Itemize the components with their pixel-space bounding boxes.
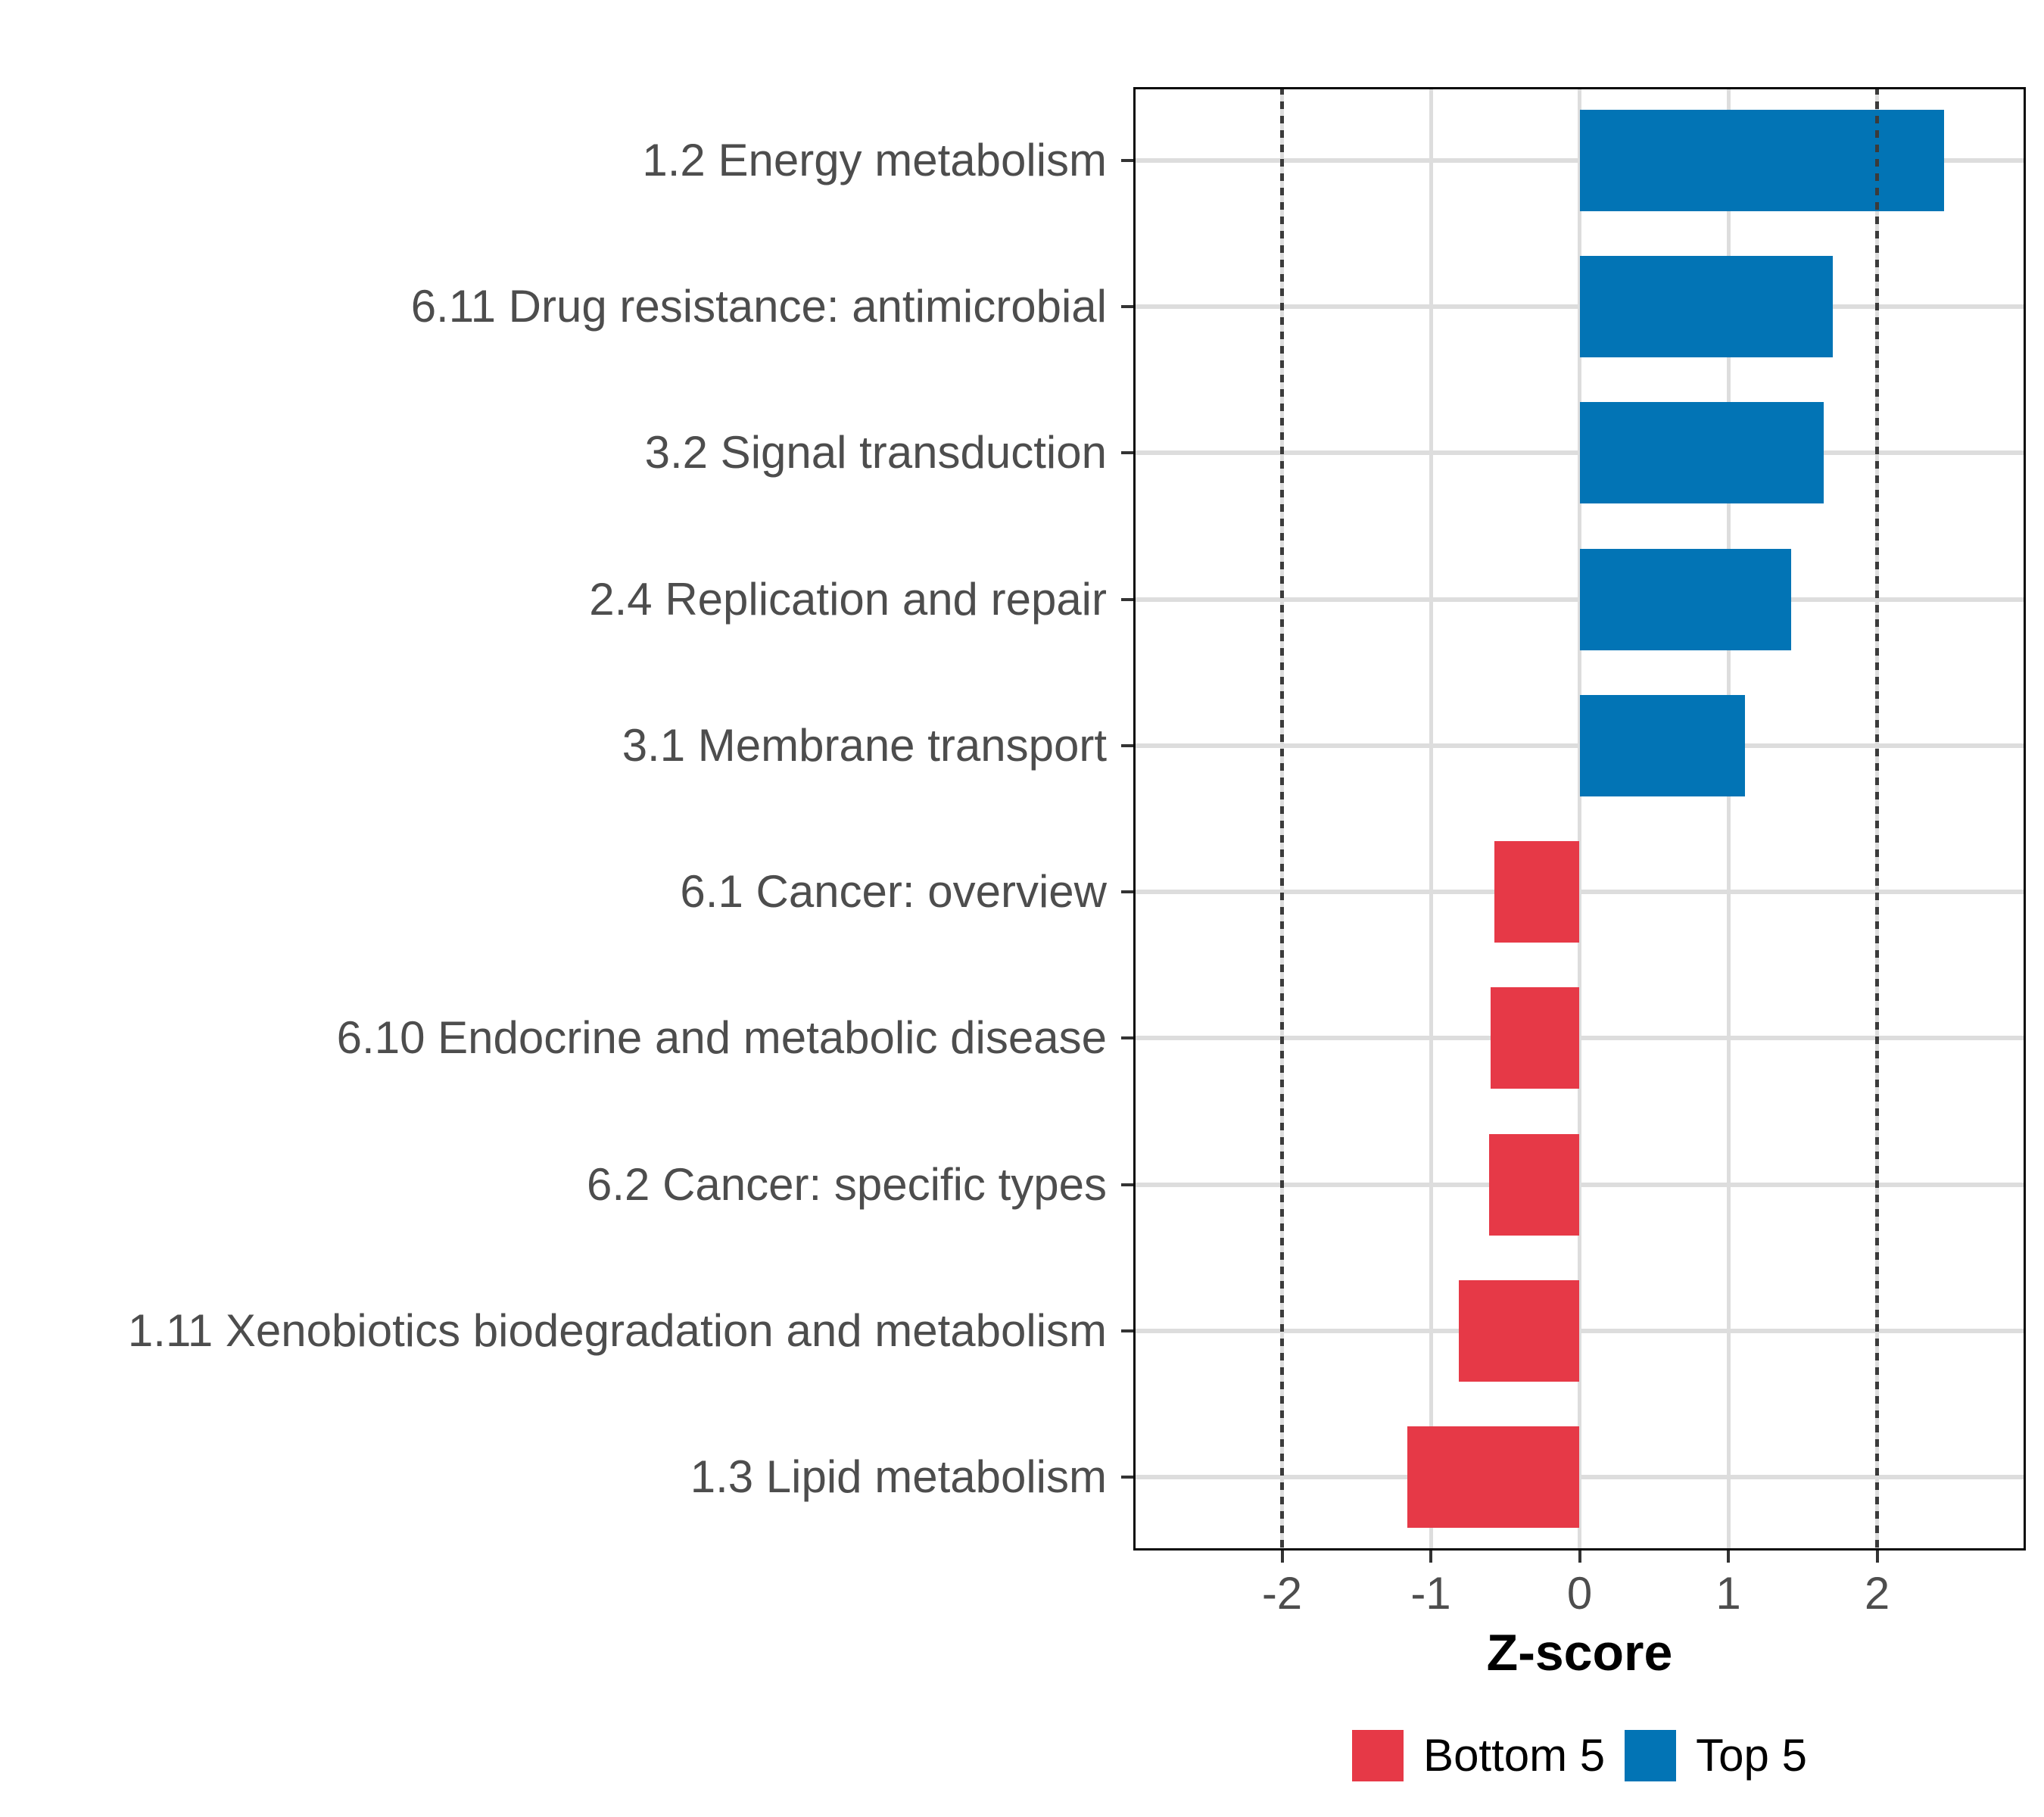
legend-label-bottom5: Bottom 5 — [1423, 1730, 1606, 1781]
x-tick-label: 1 — [1715, 1568, 1741, 1619]
reference-line — [1280, 87, 1284, 1551]
y-gridline — [1133, 1475, 2026, 1480]
bar-top5 — [1579, 548, 1791, 650]
y-axis-label: 6.2 Cancer: specific types — [587, 1158, 1107, 1210]
y-axis-label: 3.2 Signal transduction — [644, 427, 1107, 478]
x-tick-label: -1 — [1410, 1568, 1451, 1619]
x-tick-mark — [1727, 1551, 1730, 1563]
reference-line — [1875, 87, 1879, 1551]
x-tick-label: 0 — [1566, 1568, 1593, 1619]
y-tick-mark — [1121, 158, 1133, 162]
x-tick-mark — [1875, 1551, 1879, 1563]
y-tick-mark — [1121, 304, 1133, 308]
legend: Bottom 5 Top 5 — [1133, 1730, 2026, 1781]
y-axis-label: 6.11 Drug resistance: antimicrobial — [410, 280, 1107, 332]
bar-bottom5 — [1490, 987, 1580, 1089]
y-tick-mark — [1121, 743, 1133, 747]
x-gridline — [1429, 87, 1433, 1551]
y-axis-label: 1.3 Lipid metabolism — [690, 1451, 1107, 1503]
y-tick-mark — [1121, 1036, 1133, 1040]
legend-label-top5: Top 5 — [1696, 1730, 1807, 1781]
y-tick-mark — [1121, 1329, 1133, 1333]
y-axis-label: 1.2 Energy metabolism — [642, 134, 1107, 185]
legend-item-bottom5: Bottom 5 — [1352, 1730, 1605, 1781]
legend-swatch-bottom5 — [1352, 1730, 1404, 1781]
x-tick-mark — [1280, 1551, 1284, 1563]
x-tick-mark — [1429, 1551, 1432, 1563]
y-tick-mark — [1121, 1183, 1133, 1186]
x-tick-label: -2 — [1261, 1568, 1303, 1619]
y-tick-mark — [1121, 451, 1133, 455]
y-axis-label: 6.1 Cancer: overview — [680, 866, 1107, 918]
y-gridline — [1133, 1036, 2026, 1041]
y-gridline — [1133, 1182, 2026, 1187]
x-tick-mark — [1578, 1551, 1581, 1563]
y-tick-mark — [1121, 597, 1133, 601]
bar-bottom5 — [1488, 1133, 1580, 1236]
x-gridline — [1726, 87, 1731, 1551]
y-axis-label: 3.1 Membrane transport — [622, 719, 1107, 771]
legend-swatch-top5 — [1625, 1730, 1677, 1781]
y-axis-label: 6.10 Endocrine and metabolic disease — [336, 1012, 1107, 1064]
bar-bottom5 — [1407, 1426, 1580, 1529]
y-tick-mark — [1121, 890, 1133, 894]
y-gridline — [1133, 1329, 2026, 1334]
x-tick-label: 2 — [1864, 1568, 1890, 1619]
bar-top5 — [1579, 694, 1745, 796]
y-tick-mark — [1121, 1476, 1133, 1479]
x-gridline — [1578, 87, 1581, 1551]
x-axis-title: Z-score — [1486, 1624, 1673, 1681]
bar-top5 — [1579, 109, 1944, 211]
y-axis-label: 1.11 Xenobiotics biodegradation and meta… — [127, 1305, 1107, 1357]
y-axis-label: 2.4 Replication and repair — [589, 573, 1107, 625]
bar-bottom5 — [1459, 1280, 1580, 1382]
bar-top5 — [1579, 255, 1833, 357]
bar-top5 — [1579, 402, 1824, 504]
bar-bottom5 — [1494, 841, 1580, 943]
y-gridline — [1133, 890, 2026, 895]
legend-item-top5: Top 5 — [1625, 1730, 1807, 1781]
